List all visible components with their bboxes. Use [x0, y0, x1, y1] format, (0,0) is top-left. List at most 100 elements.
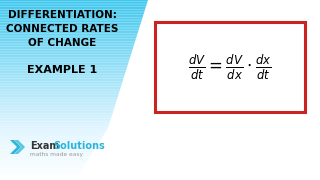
Polygon shape	[0, 3, 147, 5]
Polygon shape	[0, 43, 134, 45]
Polygon shape	[0, 67, 127, 69]
Polygon shape	[0, 173, 79, 175]
Text: Exam: Exam	[30, 141, 60, 151]
Polygon shape	[0, 122, 110, 123]
Polygon shape	[0, 72, 125, 74]
Polygon shape	[0, 21, 141, 22]
Polygon shape	[0, 101, 116, 102]
Polygon shape	[0, 37, 137, 38]
Polygon shape	[0, 126, 108, 128]
Polygon shape	[0, 149, 95, 150]
Polygon shape	[0, 145, 97, 147]
Polygon shape	[0, 56, 131, 58]
Polygon shape	[0, 51, 132, 53]
Text: $\frac{dV}{dt} = \frac{dV}{dx} \cdot \frac{dx}{dt}$: $\frac{dV}{dt} = \frac{dV}{dx} \cdot \fr…	[188, 52, 272, 82]
Polygon shape	[0, 82, 123, 83]
Polygon shape	[0, 130, 107, 131]
Polygon shape	[0, 112, 113, 114]
Polygon shape	[0, 26, 140, 27]
Polygon shape	[0, 77, 124, 78]
Polygon shape	[0, 30, 139, 32]
Polygon shape	[0, 88, 121, 90]
Polygon shape	[0, 32, 138, 34]
Polygon shape	[14, 140, 25, 154]
Polygon shape	[0, 29, 139, 30]
FancyBboxPatch shape	[155, 22, 305, 112]
Polygon shape	[0, 53, 132, 54]
Polygon shape	[0, 147, 96, 149]
Polygon shape	[0, 13, 144, 14]
Text: EXAMPLE 1: EXAMPLE 1	[27, 65, 97, 75]
Polygon shape	[0, 163, 86, 164]
Polygon shape	[0, 94, 118, 96]
Polygon shape	[0, 110, 114, 112]
Polygon shape	[0, 24, 140, 26]
Polygon shape	[0, 118, 111, 120]
Polygon shape	[0, 123, 109, 125]
Polygon shape	[0, 175, 78, 177]
Polygon shape	[0, 64, 128, 66]
Polygon shape	[0, 120, 110, 122]
Polygon shape	[0, 152, 92, 154]
Polygon shape	[0, 144, 98, 145]
Polygon shape	[0, 35, 137, 37]
Text: DIFFERENTIATION:: DIFFERENTIATION:	[8, 10, 116, 20]
Polygon shape	[0, 166, 84, 168]
Polygon shape	[0, 142, 99, 144]
Polygon shape	[0, 83, 122, 85]
Polygon shape	[0, 140, 100, 142]
Polygon shape	[0, 109, 114, 110]
Polygon shape	[0, 8, 146, 10]
Polygon shape	[0, 85, 122, 86]
Polygon shape	[0, 161, 87, 163]
Polygon shape	[0, 42, 135, 43]
Polygon shape	[0, 150, 94, 152]
Polygon shape	[0, 45, 134, 46]
Polygon shape	[10, 140, 21, 154]
Polygon shape	[0, 22, 141, 24]
Text: maths made easy: maths made easy	[30, 152, 83, 157]
Polygon shape	[0, 154, 92, 156]
Polygon shape	[0, 135, 104, 137]
Polygon shape	[0, 11, 145, 13]
Polygon shape	[0, 98, 117, 99]
Polygon shape	[0, 106, 115, 107]
Polygon shape	[0, 74, 125, 75]
Polygon shape	[0, 80, 123, 82]
Polygon shape	[0, 46, 133, 48]
Polygon shape	[0, 178, 76, 180]
Text: OF CHANGE: OF CHANGE	[28, 38, 96, 48]
Polygon shape	[0, 70, 126, 72]
Polygon shape	[0, 14, 143, 16]
Polygon shape	[0, 96, 118, 98]
Polygon shape	[0, 6, 146, 8]
Polygon shape	[0, 117, 111, 118]
Polygon shape	[0, 131, 106, 133]
Polygon shape	[0, 90, 120, 91]
Polygon shape	[0, 115, 112, 117]
Text: CONNECTED RATES: CONNECTED RATES	[6, 24, 118, 34]
Polygon shape	[0, 125, 109, 126]
Polygon shape	[0, 170, 82, 171]
Polygon shape	[0, 48, 133, 50]
Polygon shape	[0, 158, 89, 159]
Polygon shape	[0, 62, 129, 64]
Polygon shape	[0, 137, 102, 138]
Polygon shape	[0, 164, 85, 166]
Polygon shape	[0, 133, 105, 135]
Polygon shape	[0, 58, 130, 59]
Polygon shape	[0, 18, 142, 19]
Polygon shape	[0, 27, 140, 29]
Polygon shape	[0, 138, 101, 140]
Polygon shape	[0, 159, 88, 161]
Polygon shape	[0, 102, 116, 104]
Polygon shape	[0, 99, 117, 101]
Polygon shape	[0, 104, 116, 106]
Polygon shape	[0, 16, 143, 18]
Polygon shape	[0, 0, 148, 2]
Polygon shape	[0, 156, 90, 158]
Polygon shape	[0, 40, 135, 42]
Polygon shape	[0, 54, 131, 56]
Polygon shape	[0, 114, 113, 115]
Polygon shape	[0, 75, 124, 77]
